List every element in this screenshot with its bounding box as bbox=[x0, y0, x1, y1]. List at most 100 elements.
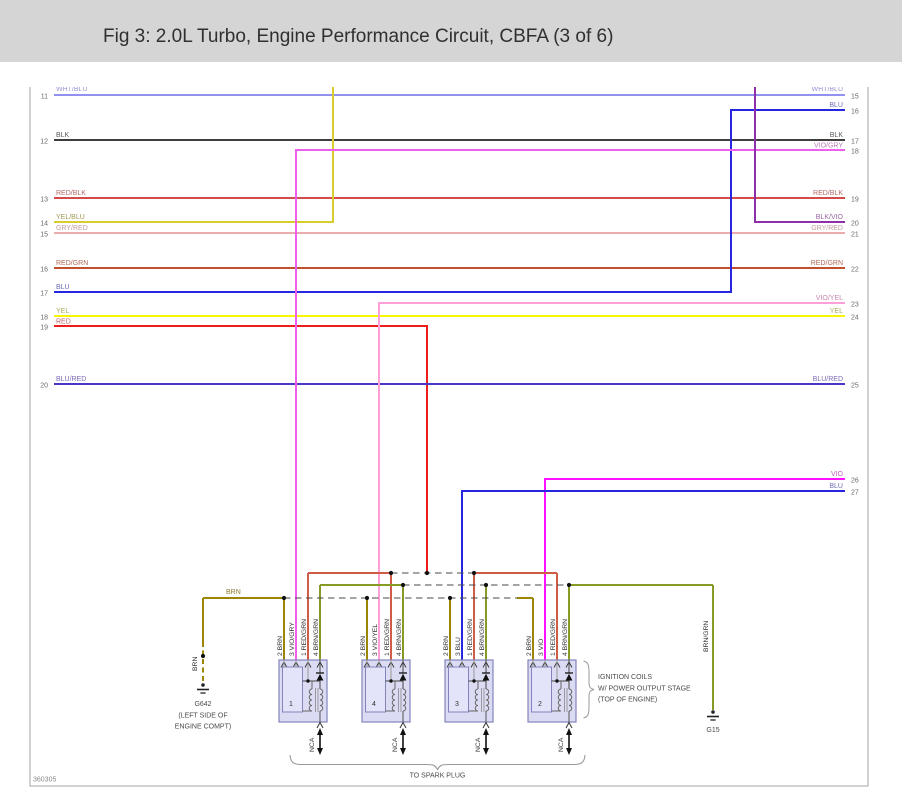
junction-dots bbox=[200, 570, 572, 659]
doc-number: 360305 bbox=[33, 777, 56, 784]
junction-dot bbox=[281, 595, 287, 601]
pin-number: 18 bbox=[40, 315, 48, 322]
pin-number: 25 bbox=[851, 383, 859, 390]
coil-number: 1 bbox=[289, 701, 293, 708]
coil-number: 3 bbox=[455, 701, 459, 708]
coil-pin-label: 1 RED/GRN bbox=[301, 619, 308, 656]
coil-pin-label: 3 BLU bbox=[455, 637, 462, 656]
spark-plug-bracket: TO SPARK PLUG bbox=[289, 754, 586, 780]
ground-wire-label: BRN bbox=[192, 657, 199, 671]
pin-number: 15 bbox=[851, 94, 859, 101]
pin-number: 14 bbox=[40, 221, 48, 228]
pin-number: 26 bbox=[851, 478, 859, 485]
coil-pin-label: 1 RED/GRN bbox=[550, 619, 557, 656]
wire-vio-gry bbox=[295, 149, 845, 660]
wire-label: GRY/RED bbox=[56, 225, 88, 232]
bus-wire-label: BRN bbox=[226, 589, 241, 596]
wire-label: BLU bbox=[56, 284, 70, 291]
wire-label: BLK bbox=[830, 132, 844, 139]
spark-plug-note: TO SPARK PLUG bbox=[410, 773, 466, 780]
coil-pin-label: 3 VIO/GRY bbox=[289, 622, 296, 656]
wire-label: WHT/BLU bbox=[812, 86, 844, 93]
pin-number: 17 bbox=[851, 139, 859, 146]
wire-label: BLU/RED bbox=[813, 376, 843, 383]
wire-red bbox=[54, 325, 428, 573]
wire-label: WHT/BLU bbox=[56, 86, 88, 93]
coil-3-box bbox=[444, 659, 494, 756]
pin-number: 19 bbox=[40, 325, 48, 332]
wire-label: RED/GRN bbox=[811, 260, 843, 267]
nca-label: NCA bbox=[475, 737, 482, 752]
coil-group-brace bbox=[583, 660, 595, 719]
nca-label: NCA bbox=[558, 737, 565, 752]
coil-number: 2 bbox=[538, 701, 542, 708]
coil-note-line3: (TOP OF ENGINE) bbox=[598, 697, 657, 704]
wire-label: YEL/BLU bbox=[56, 214, 85, 221]
coil-number: 4 bbox=[372, 701, 376, 708]
pin-wires bbox=[54, 87, 845, 660]
diagram-frame bbox=[29, 87, 869, 787]
ground-location-line1: (LEFT SIDE OF bbox=[178, 713, 227, 720]
ground-wire-label: BRN/GRN bbox=[703, 621, 710, 652]
wire-label: VIO bbox=[831, 471, 844, 478]
wire-label: VIO/YEL bbox=[816, 295, 843, 302]
page-title: Fig 3: 2.0L Turbo, Engine Performance Ci… bbox=[103, 26, 613, 47]
wire-label: GRY/RED bbox=[811, 225, 843, 232]
pin-number: 12 bbox=[40, 139, 48, 146]
wire-vio bbox=[544, 478, 845, 660]
header-bar: Fig 3: 2.0L Turbo, Engine Performance Ci… bbox=[0, 0, 902, 62]
wire-label: RED/BLK bbox=[813, 190, 843, 197]
coil-pin-label: 1 RED/GRN bbox=[467, 619, 474, 656]
wire-vio-yel bbox=[378, 302, 845, 660]
junction-dot bbox=[400, 582, 406, 588]
wire-label: YEL bbox=[56, 308, 69, 315]
pin-number: 27 bbox=[851, 490, 859, 497]
header-background bbox=[0, 0, 902, 62]
junction-dot bbox=[200, 653, 206, 659]
pin-number: 24 bbox=[851, 315, 859, 322]
ignition-coils: 1 4 3 2 2 BRN 3 VIO/GRY 1 RED/GRN 4 BRN/… bbox=[277, 619, 691, 756]
junction-dot bbox=[471, 570, 477, 576]
pin-number: 15 bbox=[40, 232, 48, 239]
wire-label: RED/BLK bbox=[56, 190, 86, 197]
top-crop-strip bbox=[0, 62, 902, 87]
ground-g642: BRN G642 (LEFT SIDE OF ENGINE COMPT) BRN bbox=[175, 589, 241, 731]
pin-number: 16 bbox=[851, 109, 859, 116]
wire-blk-vio bbox=[754, 87, 845, 223]
splice-buses bbox=[202, 572, 714, 710]
coil-2-box bbox=[527, 659, 577, 756]
ground-name: G15 bbox=[706, 727, 719, 734]
wire-label: BLU bbox=[829, 483, 843, 490]
wire-label: BLU/RED bbox=[56, 376, 86, 383]
coil-pin-label: 2 BRN bbox=[360, 636, 367, 656]
coil-pin-label: 1 RED/GRN bbox=[384, 619, 391, 656]
wire-label: BLU bbox=[829, 102, 843, 109]
left-pin-column: 11 WHT/BLU 12 BLK 13 RED/BLK 14 YEL/BLU … bbox=[40, 86, 88, 390]
bracket-brace bbox=[289, 754, 586, 771]
junction-dot bbox=[364, 595, 370, 601]
pin-number: 17 bbox=[40, 291, 48, 298]
junction-dot bbox=[424, 570, 430, 576]
junction-dot bbox=[483, 582, 489, 588]
coil-pin-label: 4 BRN/GRN bbox=[313, 619, 320, 656]
pin-number: 13 bbox=[40, 197, 48, 204]
coil-pin-label: 2 BRN bbox=[526, 636, 533, 656]
coil-pin-label: 4 BRN/GRN bbox=[562, 619, 569, 656]
nca-label: NCA bbox=[392, 737, 399, 752]
coil-pin-label: 4 BRN/GRN bbox=[479, 619, 486, 656]
coil-pin-label: 4 BRN/GRN bbox=[396, 619, 403, 656]
ground-symbol bbox=[196, 682, 210, 694]
coil-note-line1: IGNITION COILS bbox=[598, 674, 652, 681]
pin-number: 20 bbox=[40, 383, 48, 390]
coil-note-line2: W/ POWER OUTPUT STAGE bbox=[598, 686, 691, 693]
wire-label: VIO/GRY bbox=[814, 143, 843, 150]
pin-number: 21 bbox=[851, 232, 859, 239]
wire-label: BLK/VIO bbox=[816, 214, 844, 221]
pin-number: 16 bbox=[40, 267, 48, 274]
pin-number: 19 bbox=[851, 197, 859, 204]
wire-label: BLK bbox=[56, 132, 70, 139]
coil-pin-label: 3 VIO/YEL bbox=[372, 624, 379, 656]
nca-label: NCA bbox=[309, 737, 316, 752]
junction-dot bbox=[447, 595, 453, 601]
